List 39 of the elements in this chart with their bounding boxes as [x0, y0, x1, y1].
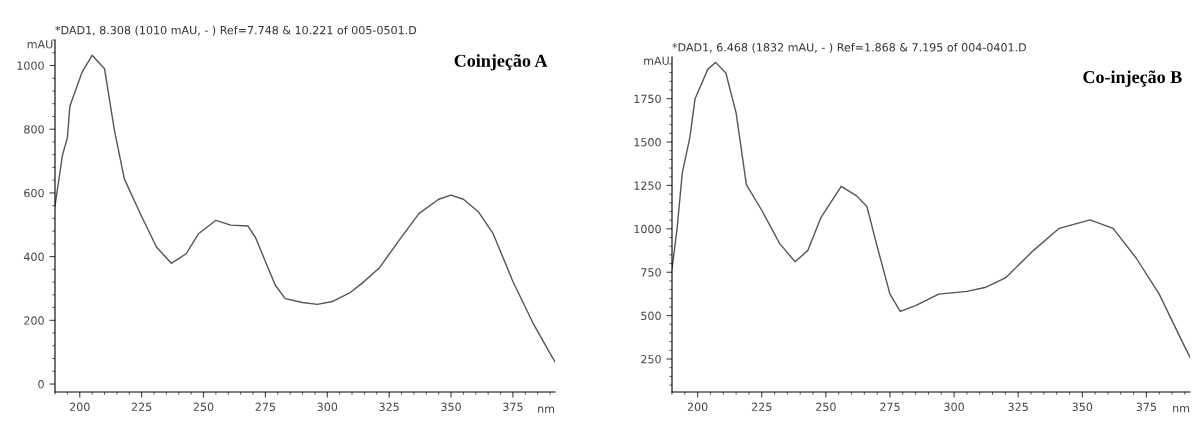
- y-tick-label: 1250: [634, 181, 661, 190]
- x-tick-label: 325: [379, 402, 399, 412]
- chart-subtitle: *DAD1, 8.308 (1010 mAU, - ) Ref=7.748 & 10.221 of 005-0501.D: [55, 25, 417, 36]
- x-axis-title: nm: [1173, 405, 1190, 413]
- x-tick-label: 200: [69, 402, 90, 412]
- y-tick-label: 250: [641, 355, 661, 364]
- x-tick-label: 375: [503, 402, 523, 412]
- x-tick-label: 250: [193, 402, 214, 412]
- x-tick-label: 275: [255, 402, 276, 412]
- x-tick-label: 225: [131, 402, 152, 412]
- chart-subtitle: *DAD1, 6.468 (1832 mAU, - ) Ref=1.868 & 7.195 of 004-0401.D: [672, 42, 1027, 53]
- y-tick-label: 1500: [634, 138, 661, 147]
- x-tick-label: 200: [687, 402, 708, 412]
- x-axis-title: nm: [538, 406, 555, 413]
- y-tick-label: 500: [641, 311, 661, 321]
- y-tick-label: 600: [24, 188, 44, 198]
- x-tick-label: 250: [816, 402, 836, 412]
- x-tick-label: 275: [880, 402, 900, 412]
- x-tick-label: 300: [317, 402, 338, 412]
- y-tick-label: 1750: [634, 94, 661, 104]
- x-tick-label: 350: [1072, 402, 1093, 412]
- x-tick-label: 325: [1008, 402, 1028, 412]
- y-tick-label: 0: [38, 380, 44, 389]
- x-tick-label: 350: [441, 402, 461, 412]
- y-tick-label: 200: [24, 316, 44, 325]
- y-tick-label: 400: [23, 252, 44, 261]
- y-tick-label: 1000: [634, 224, 661, 234]
- y-axis-title: mAU: [27, 40, 53, 49]
- x-tick-label: 300: [944, 402, 964, 412]
- y-tick-label: 1000: [17, 61, 44, 70]
- y-tick-label: 800: [24, 125, 44, 134]
- x-tick-label: 375: [1136, 402, 1157, 412]
- y-axis-title: mAU: [644, 56, 669, 65]
- y-tick-label: 750: [641, 268, 661, 277]
- text: Co-injeção B: [1083, 70, 1182, 87]
- line-series: [55, 54, 555, 363]
- line-series: [672, 61, 1190, 358]
- text: Coinjeção A: [454, 54, 548, 71]
- x-tick-label: 225: [751, 402, 772, 412]
